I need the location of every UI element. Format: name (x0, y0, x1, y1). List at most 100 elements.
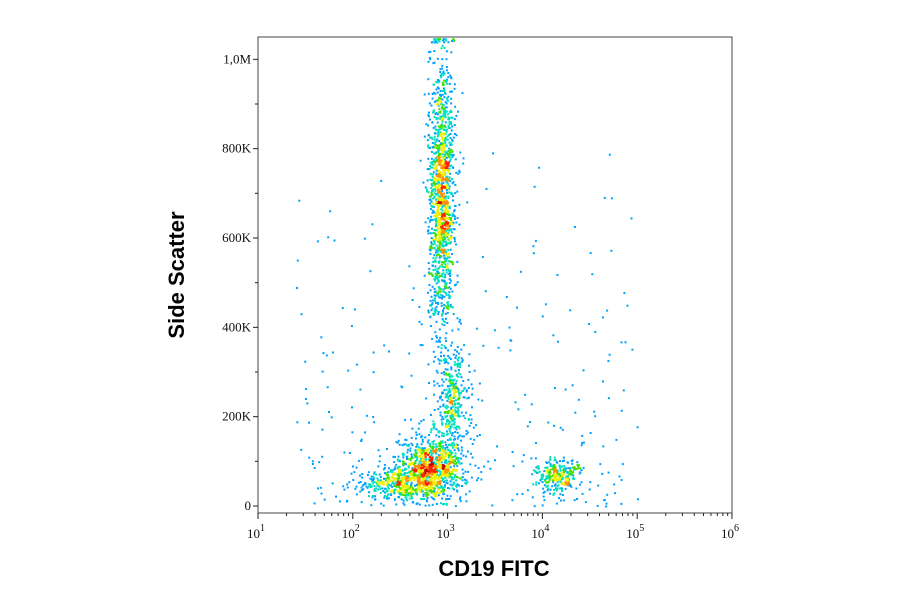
event-point (579, 471, 582, 474)
event-point (320, 492, 323, 495)
event-point (449, 109, 452, 112)
event-point (470, 452, 472, 455)
event-point (436, 159, 439, 161)
event-point (433, 177, 436, 180)
event-point (452, 400, 455, 403)
event-point (425, 397, 428, 400)
event-point (441, 81, 444, 84)
event-point (391, 480, 394, 483)
event-point (545, 481, 548, 484)
event-point (454, 349, 457, 352)
event-point (435, 443, 438, 446)
event-point (400, 498, 403, 501)
event-point (450, 129, 453, 132)
event-point (458, 394, 461, 397)
event-point (438, 220, 441, 223)
event-point (553, 464, 556, 466)
event-point (448, 177, 451, 180)
event-point (434, 259, 437, 262)
event-point (566, 472, 569, 475)
event-point (451, 220, 454, 223)
event-point (411, 467, 414, 470)
event-point (441, 224, 444, 227)
event-point (442, 261, 445, 264)
event-point (397, 475, 400, 477)
event-point (434, 331, 437, 334)
event-point (454, 444, 457, 447)
event-point (451, 379, 453, 382)
event-point (355, 485, 358, 488)
event-point (437, 253, 440, 256)
event-point (453, 392, 455, 395)
event-point (450, 143, 453, 146)
event-point (453, 39, 455, 42)
event-point (416, 476, 419, 479)
event-point (557, 484, 560, 487)
event-point (372, 478, 375, 480)
event-point (443, 361, 446, 364)
event-point (522, 454, 525, 457)
event-point (417, 463, 420, 466)
event-point (418, 488, 420, 490)
event-point (432, 269, 435, 272)
event-point (461, 360, 464, 363)
event-point (557, 340, 559, 343)
event-point (436, 209, 439, 212)
event-point (542, 475, 545, 478)
event-point (444, 141, 447, 144)
event-point (411, 469, 414, 472)
event-point (435, 335, 438, 338)
event-point (535, 483, 538, 486)
event-point (449, 425, 452, 428)
event-point (437, 340, 440, 343)
event-point (430, 478, 433, 480)
event-point (422, 495, 425, 497)
event-point (428, 485, 431, 488)
event-point (451, 117, 454, 120)
event-point (439, 464, 442, 466)
event-point (407, 448, 409, 451)
event-point (468, 490, 471, 493)
event-point (445, 165, 448, 168)
event-point (444, 158, 447, 161)
event-point (451, 140, 454, 143)
event-point (436, 227, 439, 230)
event-point (433, 50, 436, 52)
event-point (436, 292, 439, 294)
event-point (440, 171, 443, 174)
event-point (429, 289, 432, 292)
event-point (389, 490, 392, 493)
event-point (440, 156, 442, 159)
event-point (351, 406, 353, 409)
event-point (438, 464, 441, 466)
event-point (458, 396, 461, 399)
event-point (551, 485, 554, 488)
event-point (389, 493, 392, 496)
event-point (601, 316, 604, 319)
event-point (569, 309, 572, 312)
event-point (436, 41, 439, 44)
event-point (403, 484, 406, 487)
event-point (434, 307, 437, 310)
event-point (390, 469, 392, 472)
event-point (435, 38, 438, 41)
event-point (373, 421, 376, 424)
event-point (429, 165, 431, 167)
event-point (559, 426, 562, 429)
event-point (428, 271, 430, 274)
event-point (603, 499, 606, 501)
event-point (331, 482, 334, 485)
event-point (442, 503, 444, 506)
event-point (430, 469, 433, 472)
event-point (414, 466, 417, 469)
event-point (532, 252, 535, 255)
event-point (444, 203, 447, 206)
event-point (466, 201, 469, 204)
event-point (445, 481, 448, 484)
event-point (438, 163, 441, 165)
event-point (438, 272, 441, 275)
event-point (445, 332, 448, 335)
event-point (414, 462, 417, 464)
event-point (435, 470, 438, 473)
event-point (435, 179, 438, 182)
